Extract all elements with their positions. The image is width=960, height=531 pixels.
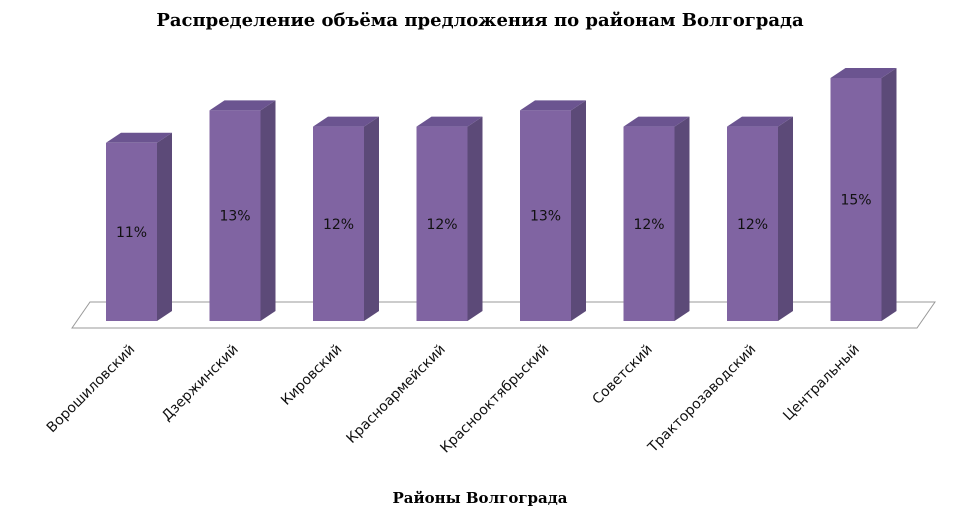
bar-side-7 [881, 68, 897, 321]
category-label-7: Центральный [780, 342, 863, 425]
bar-top-1 [209, 100, 276, 111]
bar-value-label-7: 15% [840, 193, 871, 209]
bar-3 [416, 126, 468, 321]
bar-top-6 [727, 116, 793, 127]
bar-top-7 [830, 68, 897, 78]
bar-2 [313, 126, 364, 321]
bar-value-label-1: 13% [219, 209, 250, 225]
bar-value-label-0: 11% [116, 225, 147, 241]
bar-value-label-4: 13% [530, 209, 561, 225]
bar-0 [106, 142, 157, 321]
bar-value-label-3: 12% [426, 217, 457, 233]
bar-top-5 [623, 116, 690, 127]
bar-top-4 [520, 100, 586, 111]
category-label-3: Красноармейский [344, 342, 449, 447]
category-label-5: Советский [590, 342, 656, 408]
bar-side-1 [260, 100, 276, 322]
bar-side-4 [571, 100, 586, 322]
bar-value-label-2: 12% [323, 217, 354, 233]
category-label-2: Кировский [278, 342, 345, 409]
x-axis-label: Районы Волгограда [392, 489, 568, 507]
category-label-1: Дзержинский [159, 342, 242, 425]
bar-top-3 [416, 116, 483, 127]
bar-4 [520, 110, 571, 322]
bar-side-0 [157, 132, 172, 321]
category-label-6: Тракторозаводский [644, 342, 759, 457]
bar-1 [209, 110, 261, 322]
bar-top-2 [313, 116, 379, 127]
bar-side-2 [364, 116, 379, 321]
chart-title: Распределение объёма предложения по райо… [156, 10, 804, 31]
category-label-4: Краснооктябрьский [437, 342, 552, 457]
bar-side-3 [467, 116, 483, 321]
bar-5 [623, 126, 675, 321]
bar-value-label-5: 12% [633, 217, 664, 233]
bar-7 [830, 78, 882, 321]
bar-side-5 [674, 116, 690, 321]
bar-6 [727, 126, 778, 321]
bar-side-6 [778, 116, 793, 321]
bar-top-0 [106, 132, 172, 143]
category-label-0: Ворошиловский [44, 342, 139, 437]
bar-value-label-6: 12% [737, 217, 768, 233]
chart-floor [71, 301, 936, 329]
